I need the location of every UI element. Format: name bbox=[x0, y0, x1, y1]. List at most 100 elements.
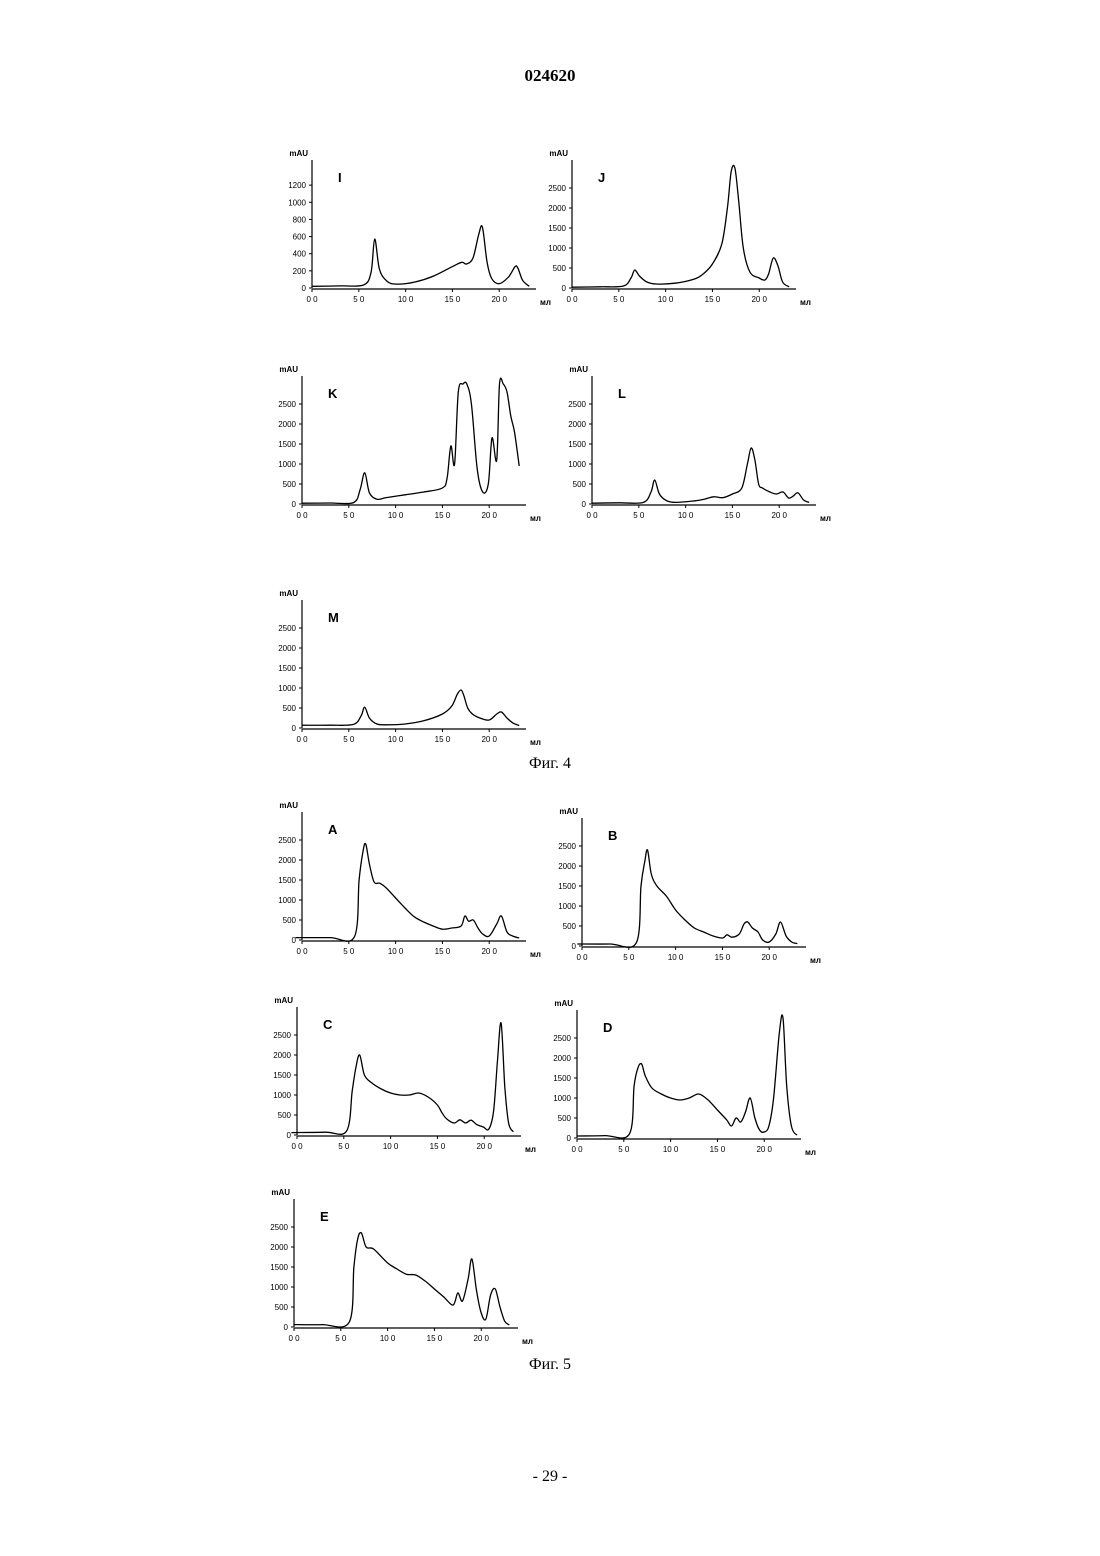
x-tick-label: 5 0 bbox=[343, 511, 355, 520]
y-tick-label: 2000 bbox=[278, 420, 296, 429]
y-axis-label: mAU bbox=[549, 149, 568, 158]
x-tick-label: 20 0 bbox=[481, 947, 497, 956]
chart-panel-d: mAU050010001500200025000 05 010 015 020 … bbox=[539, 998, 829, 1168]
y-tick-label: 1500 bbox=[278, 876, 296, 885]
x-tick-label: 15 0 bbox=[715, 953, 731, 962]
chart-panel-l: mAU050010001500200025000 05 010 015 020 … bbox=[554, 364, 844, 534]
x-tick-label: 0 0 bbox=[296, 947, 308, 956]
x-tick-label: 0 0 bbox=[296, 735, 308, 744]
chart-svg: mAU050010001500200025000 05 010 015 020 … bbox=[256, 1187, 546, 1357]
y-tick-label: 2000 bbox=[278, 856, 296, 865]
x-tick-label: 0 0 bbox=[306, 295, 318, 304]
y-axis-label: mAU bbox=[274, 996, 293, 1005]
x-tick-label: 0 0 bbox=[576, 953, 588, 962]
x-axis-label: мл bbox=[530, 950, 541, 959]
x-tick-label: 5 0 bbox=[618, 1145, 630, 1154]
y-tick-label: 1000 bbox=[278, 896, 296, 905]
y-tick-label: 0 bbox=[287, 1131, 292, 1140]
x-tick-label: 10 0 bbox=[380, 1334, 396, 1343]
x-axis-label: мл bbox=[810, 956, 821, 965]
x-tick-label: 20 0 bbox=[751, 295, 767, 304]
x-tick-label: 15 0 bbox=[435, 735, 451, 744]
chart-svg: mAU050010001500200025000 05 010 015 020 … bbox=[259, 995, 549, 1165]
panel-letter: J bbox=[598, 170, 605, 185]
y-tick-label: 600 bbox=[293, 233, 307, 242]
y-tick-label: 0 bbox=[302, 284, 307, 293]
y-tick-label: 500 bbox=[573, 480, 587, 489]
chart-panel-i: mAU0200400600800100012000 05 010 015 020… bbox=[274, 148, 564, 318]
y-tick-label: 1000 bbox=[270, 1283, 288, 1292]
panel-letter: I bbox=[338, 170, 342, 185]
y-tick-label: 1500 bbox=[270, 1263, 288, 1272]
x-tick-label: 10 0 bbox=[383, 1142, 399, 1151]
y-tick-label: 0 bbox=[582, 500, 587, 509]
x-tick-label: 20 0 bbox=[481, 511, 497, 520]
x-tick-label: 5 0 bbox=[623, 953, 635, 962]
x-tick-label: 5 0 bbox=[335, 1334, 347, 1343]
chart-svg: mAU050010001500200025000 05 010 015 020 … bbox=[539, 998, 829, 1168]
y-tick-label: 2000 bbox=[273, 1051, 291, 1060]
x-tick-label: 20 0 bbox=[771, 511, 787, 520]
panel-letter: A bbox=[328, 822, 338, 837]
x-tick-label: 15 0 bbox=[725, 511, 741, 520]
y-tick-label: 800 bbox=[293, 215, 307, 224]
y-axis-label: mAU bbox=[279, 589, 298, 598]
y-tick-label: 500 bbox=[278, 1111, 292, 1120]
x-tick-label: 20 0 bbox=[476, 1142, 492, 1151]
y-tick-label: 1500 bbox=[548, 224, 566, 233]
y-tick-label: 500 bbox=[283, 704, 297, 713]
y-axis-label: mAU bbox=[554, 999, 573, 1008]
x-tick-label: 15 0 bbox=[435, 511, 451, 520]
figure-5-caption: Фиг. 5 bbox=[0, 1356, 1100, 1374]
y-axis-label: mAU bbox=[289, 149, 308, 158]
chart-panel-m: mAU050010001500200025000 05 010 015 020 … bbox=[264, 588, 554, 758]
x-tick-label: 10 0 bbox=[388, 735, 404, 744]
y-tick-label: 1000 bbox=[273, 1091, 291, 1100]
chart-svg: mAU050010001500200025000 05 010 015 020 … bbox=[554, 364, 844, 534]
y-tick-label: 0 bbox=[292, 724, 297, 733]
panel-letter: E bbox=[320, 1209, 329, 1224]
chart-svg: mAU050010001500200025000 05 010 015 020 … bbox=[264, 800, 554, 970]
y-tick-label: 1000 bbox=[548, 244, 566, 253]
x-tick-label: 5 0 bbox=[338, 1142, 350, 1151]
y-tick-label: 0 bbox=[562, 284, 567, 293]
y-axis-label: mAU bbox=[271, 1188, 290, 1197]
y-tick-label: 2000 bbox=[548, 204, 566, 213]
chart-svg: mAU050010001500200025000 05 010 015 020 … bbox=[264, 588, 554, 758]
x-tick-label: 15 0 bbox=[430, 1142, 446, 1151]
y-tick-label: 1500 bbox=[278, 664, 296, 673]
y-tick-label: 0 bbox=[572, 942, 577, 951]
y-tick-label: 1000 bbox=[558, 902, 576, 911]
y-tick-label: 400 bbox=[293, 250, 307, 259]
x-tick-label: 10 0 bbox=[398, 295, 414, 304]
y-axis-label: mAU bbox=[569, 365, 588, 374]
y-tick-label: 0 bbox=[284, 1323, 289, 1332]
y-tick-label: 1500 bbox=[568, 440, 586, 449]
y-tick-label: 2500 bbox=[548, 184, 566, 193]
x-tick-label: 5 0 bbox=[633, 511, 645, 520]
y-tick-label: 2000 bbox=[553, 1054, 571, 1063]
y-tick-label: 0 bbox=[292, 500, 297, 509]
x-tick-label: 15 0 bbox=[427, 1334, 443, 1343]
chart-panel-b: mAU050010001500200025000 05 010 015 020 … bbox=[544, 806, 834, 976]
y-tick-label: 2500 bbox=[273, 1031, 291, 1040]
x-tick-label: 5 0 bbox=[343, 947, 355, 956]
y-axis-label: mAU bbox=[279, 801, 298, 810]
chart-panel-j: mAU050010001500200025000 05 010 015 020 … bbox=[534, 148, 824, 318]
y-tick-label: 2500 bbox=[278, 624, 296, 633]
x-tick-label: 5 0 bbox=[343, 735, 355, 744]
x-tick-label: 10 0 bbox=[388, 947, 404, 956]
y-tick-label: 2000 bbox=[558, 862, 576, 871]
y-tick-label: 500 bbox=[558, 1114, 572, 1123]
figure-4-caption: Фиг. 4 bbox=[0, 755, 1100, 773]
x-tick-label: 20 0 bbox=[481, 735, 497, 744]
x-tick-label: 0 0 bbox=[566, 295, 578, 304]
series-line bbox=[302, 690, 519, 726]
y-tick-label: 500 bbox=[553, 264, 567, 273]
chart-panel-c: mAU050010001500200025000 05 010 015 020 … bbox=[259, 995, 549, 1165]
x-tick-label: 20 0 bbox=[761, 953, 777, 962]
y-axis-label: mAU bbox=[559, 807, 578, 816]
y-tick-label: 2000 bbox=[270, 1243, 288, 1252]
y-tick-label: 2000 bbox=[568, 420, 586, 429]
y-tick-label: 1500 bbox=[273, 1071, 291, 1080]
